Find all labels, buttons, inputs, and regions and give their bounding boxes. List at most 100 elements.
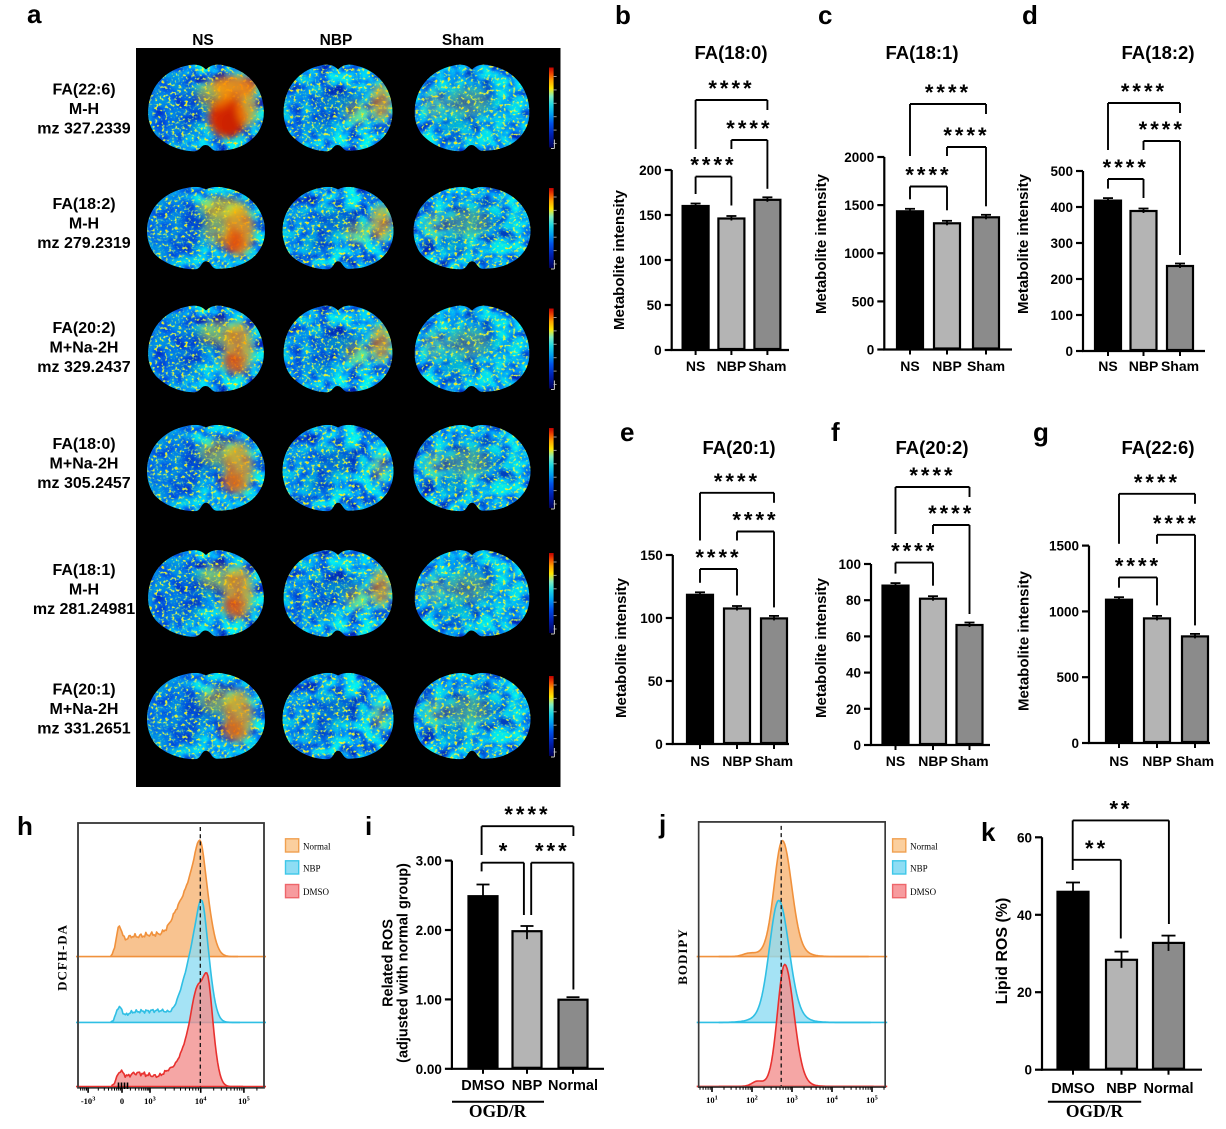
- svg-text:NBP: NBP: [1106, 1081, 1137, 1097]
- svg-text:mz 327.2339: mz 327.2339: [37, 120, 131, 137]
- svg-text:M-H: M-H: [69, 216, 99, 233]
- svg-text:Normal: Normal: [910, 841, 938, 851]
- svg-text:104: 104: [195, 1095, 208, 1106]
- svg-text:100: 100: [1050, 308, 1073, 323]
- svg-text:NBP: NBP: [717, 358, 747, 374]
- svg-text:-103: -103: [81, 1095, 96, 1106]
- svg-text:60: 60: [1017, 830, 1032, 845]
- svg-text:M-H: M-H: [69, 582, 99, 599]
- svg-text:0: 0: [853, 738, 861, 753]
- svg-text:Metabolite intensity: Metabolite intensity: [611, 189, 628, 330]
- svg-text:1.00: 1.00: [416, 992, 442, 1007]
- svg-text:0: 0: [867, 343, 875, 358]
- svg-text:300: 300: [1050, 236, 1073, 251]
- svg-text:Sham: Sham: [1161, 358, 1199, 374]
- svg-text:3.00: 3.00: [416, 854, 442, 869]
- svg-text:105: 105: [238, 1095, 250, 1106]
- svg-text:OGD/R: OGD/R: [1066, 1101, 1124, 1121]
- svg-text:NBP: NBP: [918, 753, 948, 769]
- svg-text:FA(18:2): FA(18:2): [52, 196, 115, 213]
- svg-text:****: ****: [891, 539, 937, 564]
- svg-text:0: 0: [1071, 736, 1079, 751]
- svg-text:0.00: 0.00: [416, 1062, 442, 1077]
- svg-text:***: ***: [535, 839, 570, 864]
- svg-text:****: ****: [943, 123, 989, 148]
- svg-text:0: 0: [1065, 344, 1073, 359]
- svg-text:1000: 1000: [1049, 604, 1079, 619]
- svg-text:NBP: NBP: [1129, 358, 1159, 374]
- svg-text:FA(22:6): FA(22:6): [1122, 437, 1195, 458]
- svg-text:k: k: [981, 817, 996, 847]
- svg-text:200: 200: [639, 163, 662, 178]
- svg-text:****: ****: [909, 463, 955, 488]
- svg-text:Sham: Sham: [755, 753, 793, 769]
- svg-text:**: **: [1109, 796, 1132, 821]
- svg-text:60: 60: [846, 629, 861, 644]
- svg-text:500: 500: [852, 294, 875, 309]
- svg-text:NBP: NBP: [722, 753, 752, 769]
- svg-text:FA(20:1): FA(20:1): [52, 682, 115, 699]
- svg-text:mz 329.2437: mz 329.2437: [37, 359, 131, 376]
- svg-text:****: ****: [1115, 553, 1161, 578]
- svg-text:****: ****: [708, 76, 754, 101]
- svg-text:i: i: [365, 811, 372, 841]
- svg-text:Normal: Normal: [1144, 1081, 1194, 1097]
- svg-text:Metabolite intensity: Metabolite intensity: [1015, 173, 1032, 314]
- svg-text:500: 500: [1050, 164, 1073, 179]
- svg-text:****: ****: [714, 469, 760, 494]
- svg-text:FA(18:0): FA(18:0): [52, 436, 115, 453]
- svg-text:100: 100: [639, 253, 662, 268]
- svg-text:****: ****: [504, 802, 550, 827]
- svg-text:b: b: [615, 0, 631, 30]
- svg-text:NBP: NBP: [320, 32, 353, 49]
- svg-text:102: 102: [746, 1095, 758, 1106]
- svg-text:Sham: Sham: [950, 753, 988, 769]
- svg-text:mz 279.2319: mz 279.2319: [37, 235, 131, 252]
- svg-text:FA(18:1): FA(18:1): [52, 562, 115, 579]
- svg-text:100: 100: [640, 611, 663, 626]
- svg-text:0: 0: [655, 737, 663, 752]
- svg-text:2000: 2000: [844, 150, 874, 165]
- svg-text:NBP: NBP: [1142, 753, 1172, 769]
- svg-text:50: 50: [647, 298, 662, 313]
- svg-text:NBP: NBP: [512, 1078, 543, 1094]
- svg-text:2.00: 2.00: [416, 923, 442, 938]
- svg-text:*: *: [499, 839, 508, 864]
- svg-text:****: ****: [925, 80, 971, 105]
- svg-text:****: ****: [1153, 511, 1199, 536]
- svg-text:1500: 1500: [844, 198, 874, 213]
- svg-text:NBP: NBP: [910, 863, 928, 873]
- svg-text:mz 281.24981: mz 281.24981: [33, 601, 135, 618]
- svg-text:g: g: [1033, 417, 1049, 447]
- svg-text:Metabolite intensity: Metabolite intensity: [813, 173, 830, 314]
- svg-text:c: c: [818, 0, 832, 30]
- svg-text:NS: NS: [900, 358, 919, 374]
- svg-text:0: 0: [1024, 1063, 1032, 1078]
- svg-text:j: j: [658, 809, 666, 839]
- svg-text:FA(22:6): FA(22:6): [52, 82, 115, 99]
- svg-text:DMSO: DMSO: [303, 887, 330, 897]
- svg-text:M+Na-2H: M+Na-2H: [50, 456, 119, 473]
- svg-text:DCFH-DA: DCFH-DA: [55, 924, 70, 991]
- svg-text:****: ****: [732, 508, 778, 533]
- svg-text:40: 40: [846, 666, 861, 681]
- svg-text:OGD/R: OGD/R: [469, 1101, 527, 1121]
- svg-text:****: ****: [1121, 79, 1167, 104]
- svg-text:103: 103: [786, 1095, 798, 1106]
- svg-text:FA(18:2): FA(18:2): [1122, 42, 1195, 63]
- svg-text:0: 0: [654, 343, 662, 358]
- svg-text:f: f: [831, 417, 840, 447]
- svg-text:104: 104: [826, 1095, 839, 1106]
- svg-text:BODIPY: BODIPY: [675, 928, 690, 985]
- svg-text:M+Na-2H: M+Na-2H: [50, 340, 119, 357]
- svg-text:Sham: Sham: [748, 358, 786, 374]
- svg-text:Sham: Sham: [967, 358, 1005, 374]
- svg-text:e: e: [620, 417, 634, 447]
- svg-text:0: 0: [120, 1096, 124, 1106]
- svg-text:h: h: [17, 811, 33, 841]
- svg-text:FA(20:2): FA(20:2): [52, 320, 115, 337]
- svg-text:105: 105: [866, 1095, 878, 1106]
- svg-text:20: 20: [1017, 985, 1032, 1000]
- svg-text:****: ****: [726, 116, 772, 141]
- svg-text:Normal: Normal: [548, 1078, 598, 1094]
